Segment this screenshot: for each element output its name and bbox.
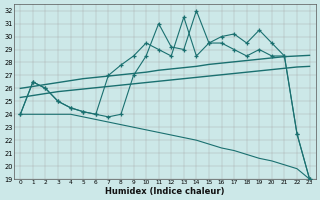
X-axis label: Humidex (Indice chaleur): Humidex (Indice chaleur) <box>105 187 225 196</box>
